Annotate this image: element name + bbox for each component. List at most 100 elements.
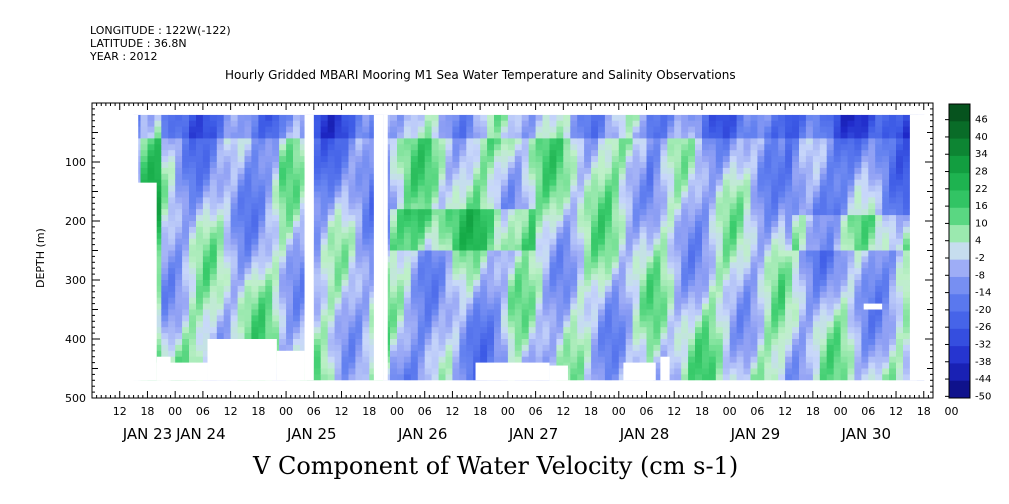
- field-cell: [591, 244, 599, 252]
- field-cell: [715, 291, 724, 299]
- field-cell: [854, 114, 862, 122]
- field-cell: [369, 274, 377, 281]
- field-cell: [882, 167, 890, 175]
- field-cell: [459, 114, 467, 122]
- field-cell: [799, 344, 807, 352]
- field-cell: [216, 274, 225, 281]
- field-cell: [799, 350, 807, 358]
- field-cell: [653, 356, 661, 364]
- field-cell: [362, 132, 370, 139]
- field-cell: [466, 132, 474, 139]
- field-cell: [279, 156, 287, 163]
- field-cell: [286, 339, 294, 346]
- field-cell: [632, 191, 641, 198]
- field-cell: [722, 144, 731, 151]
- field-cell: [209, 209, 218, 216]
- field-cell: [840, 114, 849, 122]
- field-cell: [500, 333, 509, 340]
- field-cell: [826, 185, 835, 193]
- field-cell: [403, 162, 412, 169]
- field-cell: [618, 203, 627, 210]
- field-cell: [279, 274, 287, 281]
- field-cell: [424, 268, 433, 275]
- field-cell: [189, 356, 197, 364]
- field-cell: [424, 185, 433, 193]
- field-cell: [598, 350, 606, 358]
- field-cell: [175, 226, 183, 234]
- field-cell: [272, 268, 280, 275]
- field-cell: [175, 132, 183, 139]
- field-cell: [445, 315, 453, 322]
- field-cell: [861, 232, 869, 240]
- field-cell: [452, 132, 460, 139]
- field-cell: [764, 297, 772, 305]
- field-cell: [826, 339, 835, 346]
- field-cell: [598, 321, 606, 328]
- field-cell: [722, 350, 731, 358]
- field-cell: [265, 197, 273, 204]
- field-cell: [369, 167, 377, 175]
- field-cell: [313, 368, 322, 375]
- field-cell: [459, 256, 467, 263]
- field-cell: [868, 356, 876, 364]
- field-cell: [875, 209, 883, 216]
- field-cell: [327, 144, 336, 151]
- field-cell: [417, 268, 426, 275]
- field-cell: [161, 274, 169, 281]
- field-cell: [591, 268, 599, 275]
- field-cell: [861, 120, 869, 128]
- field-cell: [397, 274, 405, 281]
- field-cell: [799, 138, 807, 145]
- field-cell: [196, 191, 204, 198]
- field-cell: [209, 215, 218, 222]
- field-cell: [598, 327, 606, 334]
- field-cell: [202, 256, 211, 263]
- field-cell: [771, 191, 779, 198]
- field-cell: [681, 238, 689, 246]
- field-cell: [584, 232, 592, 240]
- field-cell: [390, 132, 398, 139]
- field-cell: [223, 221, 232, 228]
- field-cell: [507, 344, 516, 352]
- field-cell: [410, 333, 419, 340]
- field-cell: [431, 362, 440, 370]
- field-cell: [778, 268, 786, 275]
- field-cell: [771, 291, 779, 299]
- field-cell: [521, 297, 530, 305]
- field-cell: [202, 291, 211, 299]
- field-cell: [764, 226, 772, 234]
- field-cell: [819, 114, 828, 122]
- field-cell: [875, 333, 883, 340]
- field-cell: [681, 333, 689, 340]
- field-cell: [452, 173, 460, 181]
- field-cell: [618, 209, 627, 216]
- field-cell: [369, 173, 377, 181]
- field-cell: [778, 280, 786, 287]
- field-cell: [889, 179, 897, 187]
- field-cell: [514, 333, 523, 340]
- field-cell: [625, 209, 634, 216]
- field-cell: [237, 309, 246, 316]
- field-cell: [771, 327, 779, 334]
- field-cell: [202, 303, 211, 311]
- field-cell: [348, 203, 356, 210]
- field-cell: [702, 126, 710, 134]
- field-cell: [799, 162, 807, 169]
- field-cell: [487, 344, 495, 352]
- field-cell: [896, 126, 904, 134]
- field-cell: [424, 262, 433, 269]
- field-cell: [202, 114, 211, 122]
- field-cell: [230, 327, 239, 334]
- field-cell: [715, 268, 724, 275]
- field-cell: [556, 262, 564, 269]
- field-cell: [771, 268, 779, 275]
- field-cell: [549, 132, 557, 139]
- field-cell: [812, 226, 821, 234]
- field-cell: [625, 350, 634, 358]
- field-cell: [757, 226, 765, 234]
- field-cell: [681, 215, 689, 222]
- field-cell: [397, 203, 405, 210]
- field-cell: [397, 114, 405, 122]
- field-cell: [362, 150, 370, 157]
- field-cell: [653, 144, 661, 151]
